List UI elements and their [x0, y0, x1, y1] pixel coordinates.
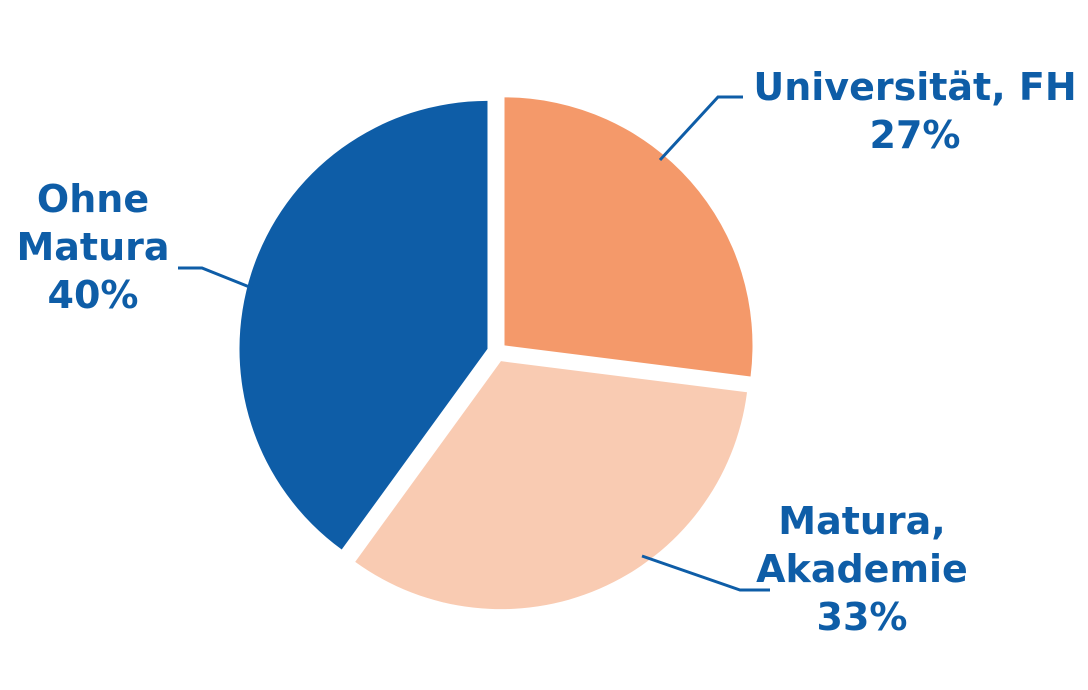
slice-category-label: Matura — [16, 225, 169, 269]
pie-slice — [239, 100, 488, 550]
slice-value-label: 33% — [817, 595, 908, 639]
slice-label: Universität, FH 27% — [753, 65, 1076, 157]
slice-value-label: 40% — [48, 273, 139, 317]
slice-category-label: Akademie — [756, 547, 968, 591]
slice-label: Ohne Matura 40% — [16, 177, 169, 317]
slice-category-label: Ohne — [37, 177, 149, 221]
leader-lines — [178, 95, 770, 592]
slice-labels: Universität, FH 27% Matura, Akademie 33% Ohne… — [16, 65, 1076, 639]
slice-value-label: 27% — [870, 113, 961, 157]
leader-line — [658, 95, 743, 162]
pie-slices — [239, 97, 753, 610]
slice-label: Matura, Akademie 33% — [756, 499, 968, 639]
pie-slice — [504, 97, 753, 377]
pie-slice — [355, 361, 748, 610]
slice-category-label: Matura, — [778, 499, 946, 543]
leader-line — [641, 554, 770, 592]
leader-line — [178, 266, 253, 290]
slice-category-label: Universität, FH — [753, 65, 1076, 109]
